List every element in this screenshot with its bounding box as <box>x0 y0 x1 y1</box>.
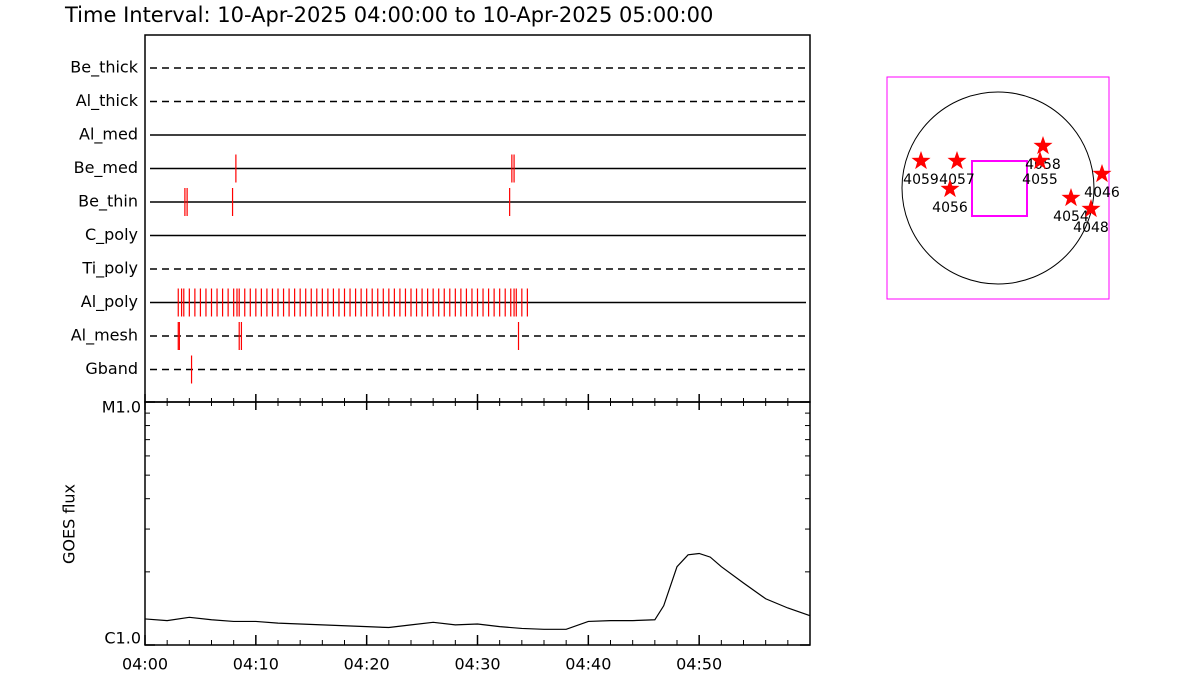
y-axis-title: GOES flux <box>60 484 79 564</box>
active-region-label: 4059 <box>903 172 939 188</box>
active-region-star <box>1092 164 1112 183</box>
active-region-label: 4057 <box>939 172 975 188</box>
goes-curve <box>144 552 811 630</box>
active-region-label: 4054 <box>1053 209 1089 225</box>
x-tick-label: 04:50 <box>676 655 722 674</box>
y-tick-label: M1.0 <box>102 398 141 417</box>
row-label: Gband <box>85 359 138 378</box>
x-tick-label: 04:00 <box>122 655 168 674</box>
x-tick-label: 04:10 <box>233 655 279 674</box>
active-region-star <box>940 179 960 198</box>
active-region-star <box>1061 188 1081 207</box>
plot-frame <box>144 34 811 403</box>
active-region-star <box>911 151 931 170</box>
plot-frame <box>144 401 811 646</box>
map-frame <box>886 76 1110 300</box>
active-region-star <box>1033 136 1053 155</box>
active-region-label: 4056 <box>932 200 968 216</box>
active-region-star <box>1081 199 1101 218</box>
x-tick-label: 04:40 <box>565 655 611 674</box>
chart-title: Time Interval: 10-Apr-2025 04:00:00 to 1… <box>64 3 713 27</box>
y-tick-label: C1.0 <box>104 629 141 648</box>
active-region-star <box>1030 151 1050 170</box>
row-label: Ti_poly <box>81 259 138 279</box>
row-label: Al_mesh <box>71 326 138 346</box>
active-region-label: 4055 <box>1022 172 1058 188</box>
row-label: Al_thick <box>76 91 139 111</box>
x-tick-label: 04:20 <box>344 655 390 674</box>
row-label: Al_poly <box>81 292 138 312</box>
row-label: Al_med <box>79 125 138 145</box>
row-label: Be_med <box>74 158 138 178</box>
field-of-view <box>971 160 1028 217</box>
active-region-label: 4048 <box>1073 220 1109 236</box>
row-label: Be_thick <box>70 58 138 78</box>
row-label: Be_thin <box>78 192 138 212</box>
row-label: C_poly <box>85 225 138 245</box>
active-region-star <box>947 151 967 170</box>
solar-limb <box>901 91 1095 285</box>
active-region-label: 4046 <box>1084 185 1120 201</box>
x-tick-label: 04:30 <box>454 655 500 674</box>
